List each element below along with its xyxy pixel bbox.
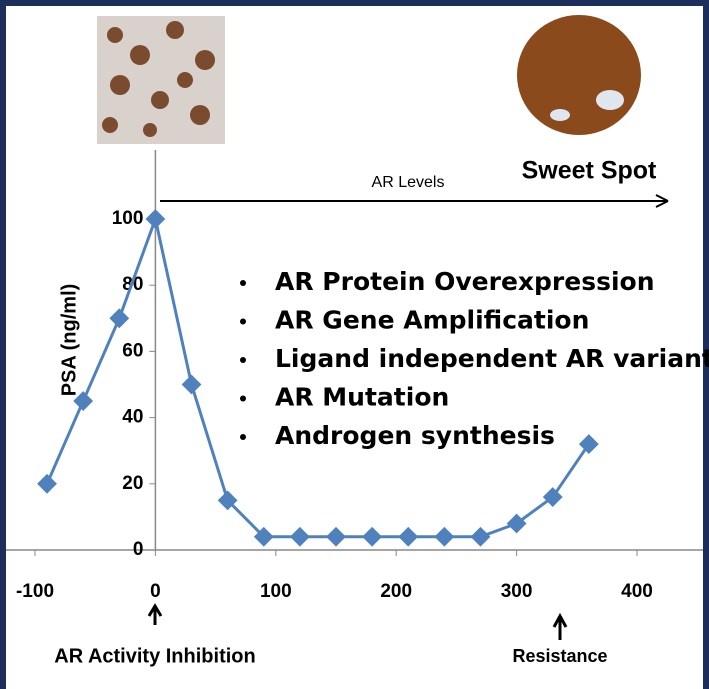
y-tick-label: 40 (122, 407, 143, 428)
y-axis-title: PSA (ng/ml) (58, 284, 80, 397)
bullet-text: AR Protein Overexpression (275, 267, 655, 296)
x-tick-label: 300 (501, 581, 533, 602)
data-line (45, 213, 591, 539)
marker (109, 308, 130, 329)
y-tick-label: 20 (122, 473, 143, 494)
marker (217, 490, 238, 511)
bullet-dot (240, 434, 246, 440)
bullet-text: Androgen synthesis (275, 421, 555, 450)
sweet-spot-label: Sweet Spot (522, 157, 657, 185)
up-arrow (147, 603, 163, 625)
marker (181, 374, 202, 395)
bullet-dot (240, 395, 246, 402)
y-tick-label: 100 (112, 208, 144, 229)
bullet-text: AR Gene Amplification (275, 306, 589, 335)
inhibition-label: AR Activity Inhibition (54, 645, 255, 667)
tissue-gap (550, 109, 570, 121)
marker (73, 391, 94, 411)
marker (470, 526, 491, 547)
ar-levels-label: AR Levels (372, 174, 445, 191)
marker (289, 526, 310, 547)
bullet-dot (240, 280, 246, 286)
bullet-dot (240, 357, 246, 363)
marker (362, 526, 383, 547)
tissue-dots (102, 21, 215, 137)
y-tick-label: 60 (122, 340, 143, 361)
x-tick-label: -100 (16, 581, 54, 602)
marker (37, 473, 57, 494)
marker (578, 434, 599, 454)
marker (398, 526, 419, 547)
bullet-text: Ligand independent AR variants (275, 344, 709, 373)
bullet-dot (240, 318, 246, 325)
marker (506, 513, 527, 534)
marker (434, 526, 455, 547)
bullet-text: AR Mutation (275, 383, 449, 412)
x-tick-label: 200 (380, 581, 412, 602)
marker (542, 487, 563, 507)
marker (253, 526, 274, 547)
marker (145, 209, 166, 229)
tissue-gap (596, 90, 624, 110)
arrow-head (655, 194, 669, 208)
x-tick-label: 400 (621, 581, 653, 602)
y-tick-label: 0 (133, 539, 144, 560)
up-arrow (552, 612, 568, 640)
marker (326, 526, 346, 547)
tissue-image-right (517, 15, 641, 135)
x-tick-label: 0 (150, 581, 161, 602)
x-tick-label: 100 (260, 581, 292, 602)
resistance-label: Resistance (512, 646, 607, 666)
